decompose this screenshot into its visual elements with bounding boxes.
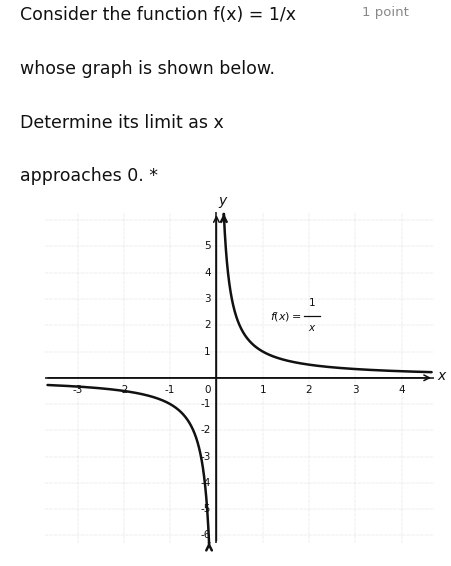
Text: -5: -5 [200,504,211,514]
Text: 0: 0 [204,385,211,395]
Text: $x$: $x$ [307,323,316,333]
Text: Consider the function f(x) = 1/x: Consider the function f(x) = 1/x [20,6,296,24]
Text: 1: 1 [204,346,211,357]
Text: x: x [437,370,445,384]
Text: Determine its limit as x: Determine its limit as x [20,114,224,132]
Text: approaches 0. *: approaches 0. * [20,168,158,185]
Text: 3: 3 [351,385,358,395]
Text: -1: -1 [200,399,211,409]
Text: y: y [217,194,226,208]
Text: 2: 2 [305,385,312,395]
Text: $f(x)=$: $f(x)=$ [269,310,300,323]
Text: 3: 3 [204,294,211,304]
Text: -3: -3 [72,385,83,395]
Text: 4: 4 [397,385,404,395]
Text: -3: -3 [200,452,211,462]
Text: whose graph is shown below.: whose graph is shown below. [20,60,275,78]
Text: -6: -6 [200,530,211,541]
Text: -4: -4 [200,478,211,488]
Text: 1: 1 [259,385,266,395]
Text: 5: 5 [204,242,211,251]
Text: 2: 2 [204,320,211,330]
Text: -2: -2 [119,385,129,395]
Text: -1: -1 [165,385,175,395]
Text: -2: -2 [200,426,211,435]
Text: $1$: $1$ [308,295,315,308]
Text: 1 point: 1 point [361,6,408,19]
Text: 4: 4 [204,268,211,278]
